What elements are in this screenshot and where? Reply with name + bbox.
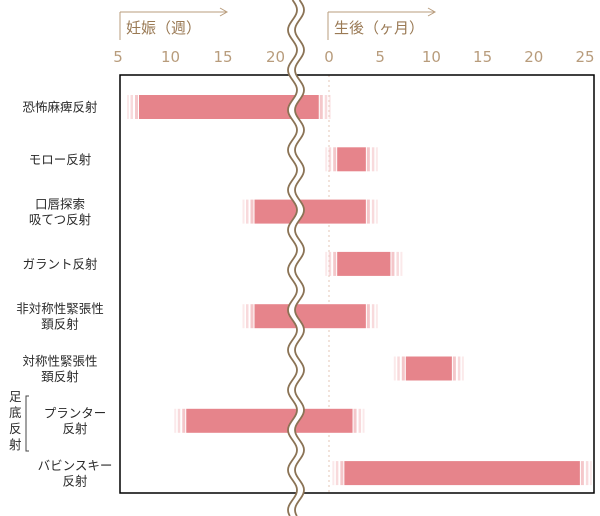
plantar-group-label: 足底反射 [9,389,22,452]
postnatal-header: 生後（ヶ月） [327,7,437,40]
bar-fade-stripe [375,147,378,172]
bar-fade-stripe [242,199,245,224]
bar-fade-stripe [127,95,129,119]
bar-fade-stripe [362,408,365,433]
bar-fade-stripe [585,461,589,486]
pregnancy-tick-label: 20 [266,48,285,66]
bar-fade-stripe [130,95,133,119]
bar-fade-stripe [325,147,328,172]
bar-fade-stripe [366,199,370,224]
bar-fade-stripe [246,199,249,224]
postnatal-tick-label: 25 [575,48,594,66]
bar-fade-stripe [324,95,328,119]
pregnancy-header: 妊娠（週） [119,7,229,40]
bar-fade-stripe [332,461,335,486]
bar-fade-stripe [335,461,339,486]
tick-labels: 5 10 15 20 0 5 10 15 20 25 [113,48,594,66]
bar-fade-stripe [319,95,323,119]
bar-fade-stripe [333,251,337,276]
bar-fade-stripe [328,147,332,172]
reflex-label-6: プランター反射 [44,406,107,437]
reflex-bar-7 [332,461,592,486]
reflex-label-7: バビンスキー反射 [38,458,113,489]
bar-fade-stripe [391,251,395,276]
reflex-bar-body [254,304,366,329]
reflex-bar-5 [393,356,464,381]
postnatal-tick-label: 5 [375,48,385,66]
bar-fade-stripe [182,408,186,433]
bar-fade-stripe [393,356,396,381]
bar-fade-stripe [246,304,249,329]
reflex-bar-body [337,147,366,172]
plot-frame [119,74,595,494]
bar-fade-stripe [177,408,181,433]
postnatal-tick-label: 0 [324,48,334,66]
reflex-label-5: 対称性緊張性頚反射 [22,353,97,384]
bar-fade-stripe [371,147,375,172]
row-labels: 恐怖麻痺反射モロー反射口唇探索吸てつ反射ガラント反射非対称性緊張性頚反射対称性緊… [16,100,112,489]
bar-fade-stripe [135,95,138,119]
plantar-group: 足底反射 [9,389,29,452]
bar-fade-stripe [250,199,254,224]
bar-fade-stripe [333,147,337,172]
reflex-bar-4 [242,304,378,329]
bar-fade-stripe [328,251,332,276]
reflex-label-4: 非対称性緊張性頚反射 [16,301,104,332]
pregnancy-tick-label: 15 [213,48,232,66]
bar-fade-stripe [358,408,362,433]
bar-fade-stripe [461,356,464,381]
postnatal-tick-label: 15 [473,48,492,66]
bar-fade-stripe [242,304,245,329]
bar-fade-stripe [580,461,584,486]
reflex-bar-body [344,461,580,486]
postnatal-tick-label: 10 [422,48,441,66]
reflex-bar-body [405,356,452,381]
bar-fade-stripe [371,304,375,329]
bar-fade-stripe [457,356,461,381]
bar-fade-stripe [452,356,456,381]
pregnancy-tick-label: 5 [113,48,123,66]
pregnancy-axis-label: 妊娠（週） [126,19,201,37]
bar-fade-stripe [371,199,375,224]
bar-fade-stripe [397,356,400,381]
postnatal-tick-label: 20 [524,48,543,66]
bar-fade-stripe [375,304,378,329]
reflex-bar-6 [174,408,365,433]
pregnancy-tick-label: 10 [161,48,180,66]
reflex-bar-body [337,251,391,276]
bars [127,75,592,493]
reflex-bar-3 [325,251,403,276]
reflex-bar-2 [242,199,378,224]
bar-fade-stripe [325,251,328,276]
bar-fade-stripe [174,408,177,433]
bar-fade-stripe [328,95,331,119]
bar-fade-stripe [353,408,357,433]
bar-fade-stripe [589,461,592,486]
bar-fade-stripe [366,304,370,329]
axis-break [287,0,305,516]
bar-fade-stripe [340,461,344,486]
bar-fade-stripe [396,251,399,276]
reflex-label-2: 口唇探索吸てつ反射 [29,196,91,227]
reflex-label-3: ガラント反射 [22,256,97,271]
reflex-bar-1 [325,147,378,172]
bar-fade-stripe [366,147,370,172]
bar-fade-stripe [375,199,378,224]
bar-fade-stripe [401,356,405,381]
reflex-label-0: 恐怖麻痺反射 [22,100,97,115]
reflex-bar-body [254,199,366,224]
reflex-bar-body [186,408,353,433]
postnatal-axis-label: 生後（ヶ月） [334,19,424,37]
reflex-label-1: モロー反射 [29,152,92,167]
bar-fade-stripe [400,251,403,276]
bar-fade-stripe [250,304,254,329]
